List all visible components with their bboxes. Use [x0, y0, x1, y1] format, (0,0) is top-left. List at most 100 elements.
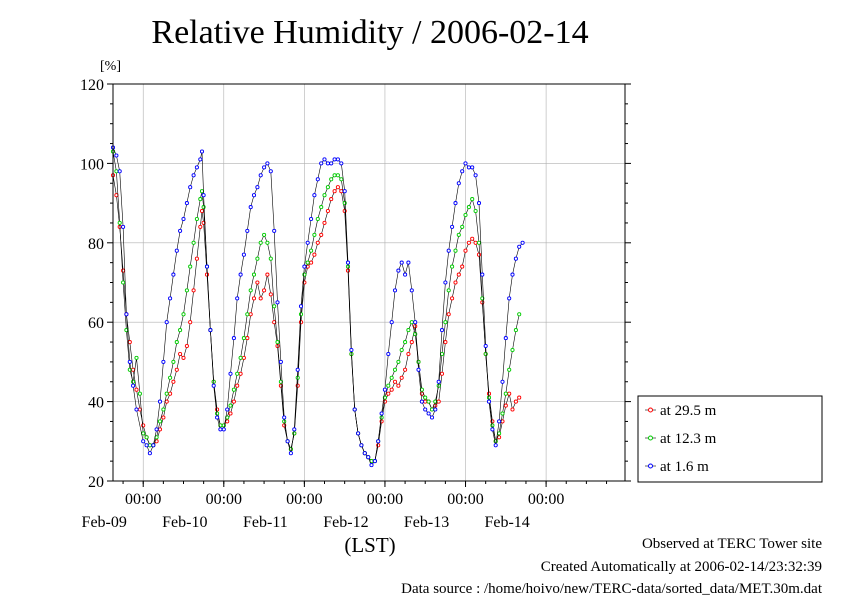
data-point — [409, 288, 414, 293]
data-point — [436, 399, 441, 404]
data-point — [332, 157, 337, 162]
data-point — [369, 463, 374, 468]
data-point — [201, 193, 206, 198]
data-point — [288, 451, 293, 456]
data-point — [483, 343, 488, 349]
data-point — [443, 340, 448, 345]
data-point — [500, 411, 505, 416]
y-tick-label: 40 — [88, 395, 104, 412]
y-tick-label: 60 — [88, 315, 104, 332]
data-point — [241, 336, 246, 341]
data-point — [356, 431, 361, 436]
data-point — [359, 443, 364, 448]
data-point — [309, 216, 314, 222]
data-point — [114, 193, 119, 198]
data-point — [497, 431, 502, 436]
data-point — [399, 347, 404, 353]
data-point — [520, 240, 525, 245]
data-point — [396, 268, 401, 273]
data-point — [456, 232, 461, 237]
data-point — [372, 459, 377, 464]
data-point — [456, 272, 461, 277]
data-point — [248, 312, 253, 317]
data-point — [235, 383, 240, 388]
data-point — [450, 296, 455, 301]
data-point — [215, 411, 220, 416]
data-point — [386, 391, 391, 396]
data-point — [510, 407, 515, 412]
data-point — [198, 197, 203, 202]
data-point — [476, 252, 482, 257]
data-point — [282, 415, 287, 420]
data-point — [382, 387, 387, 392]
data-point — [507, 296, 512, 301]
data-point — [292, 431, 297, 436]
data-point — [497, 419, 502, 424]
data-point — [184, 201, 189, 206]
series-line-2 — [112, 147, 523, 466]
data-point — [345, 260, 351, 265]
data-point — [503, 403, 508, 408]
data-point — [258, 296, 263, 301]
y-tick-label: 120 — [80, 77, 104, 94]
data-point — [124, 312, 129, 317]
data-point — [339, 189, 344, 194]
footer-source: Data source : /home/hoivo/new/TERC-data/… — [401, 581, 822, 597]
data-point — [194, 165, 199, 170]
data-point — [325, 161, 330, 166]
data-point — [278, 379, 283, 384]
data-point — [332, 189, 337, 194]
data-point — [272, 228, 277, 233]
legend: at 29.5 m at 12.3 m at 1.6 m — [637, 395, 823, 483]
data-point — [292, 427, 297, 432]
data-point — [298, 312, 304, 317]
data-point — [208, 328, 213, 333]
data-point — [305, 260, 310, 265]
data-point — [194, 256, 199, 261]
data-point — [218, 427, 223, 432]
data-point — [245, 228, 250, 233]
data-point — [231, 399, 236, 404]
data-point — [409, 340, 414, 345]
data-point — [191, 240, 196, 245]
data-point — [178, 228, 183, 233]
data-point — [268, 292, 273, 297]
data-point — [151, 443, 156, 448]
data-point — [426, 411, 431, 416]
data-point — [446, 312, 451, 317]
data-point — [335, 185, 340, 190]
data-point — [262, 165, 267, 170]
data-point — [406, 328, 411, 333]
data-point — [131, 379, 136, 384]
y-tick-label: 20 — [88, 474, 104, 491]
data-point — [342, 201, 347, 206]
data-point — [268, 256, 273, 261]
x-tick-time-label: 00:00 — [286, 491, 322, 508]
footer-created: Created Automatically at 2006-02-14/23:3… — [540, 559, 822, 575]
data-point — [463, 212, 468, 218]
grid-lines — [113, 83, 625, 482]
data-point — [423, 395, 428, 400]
data-point — [332, 173, 337, 178]
data-point — [319, 161, 324, 166]
data-point — [164, 391, 169, 396]
legend-box — [637, 395, 823, 483]
data-point — [470, 197, 475, 202]
data-point — [466, 165, 471, 170]
data-point — [466, 240, 471, 245]
data-point — [453, 280, 458, 285]
data-point — [258, 240, 263, 245]
data-point — [315, 177, 320, 182]
data-point — [470, 165, 475, 170]
data-point — [181, 312, 186, 317]
data-point — [460, 169, 465, 174]
chart-title: Relative Humidity / 2006-02-14 — [151, 14, 589, 51]
data-point — [251, 296, 257, 301]
data-point — [419, 387, 424, 392]
data-point — [302, 272, 307, 277]
data-point — [228, 411, 233, 416]
x-tick-time-label: 00:00 — [447, 491, 483, 508]
data-point — [161, 407, 166, 412]
data-point — [245, 336, 250, 341]
data-point — [238, 371, 243, 376]
